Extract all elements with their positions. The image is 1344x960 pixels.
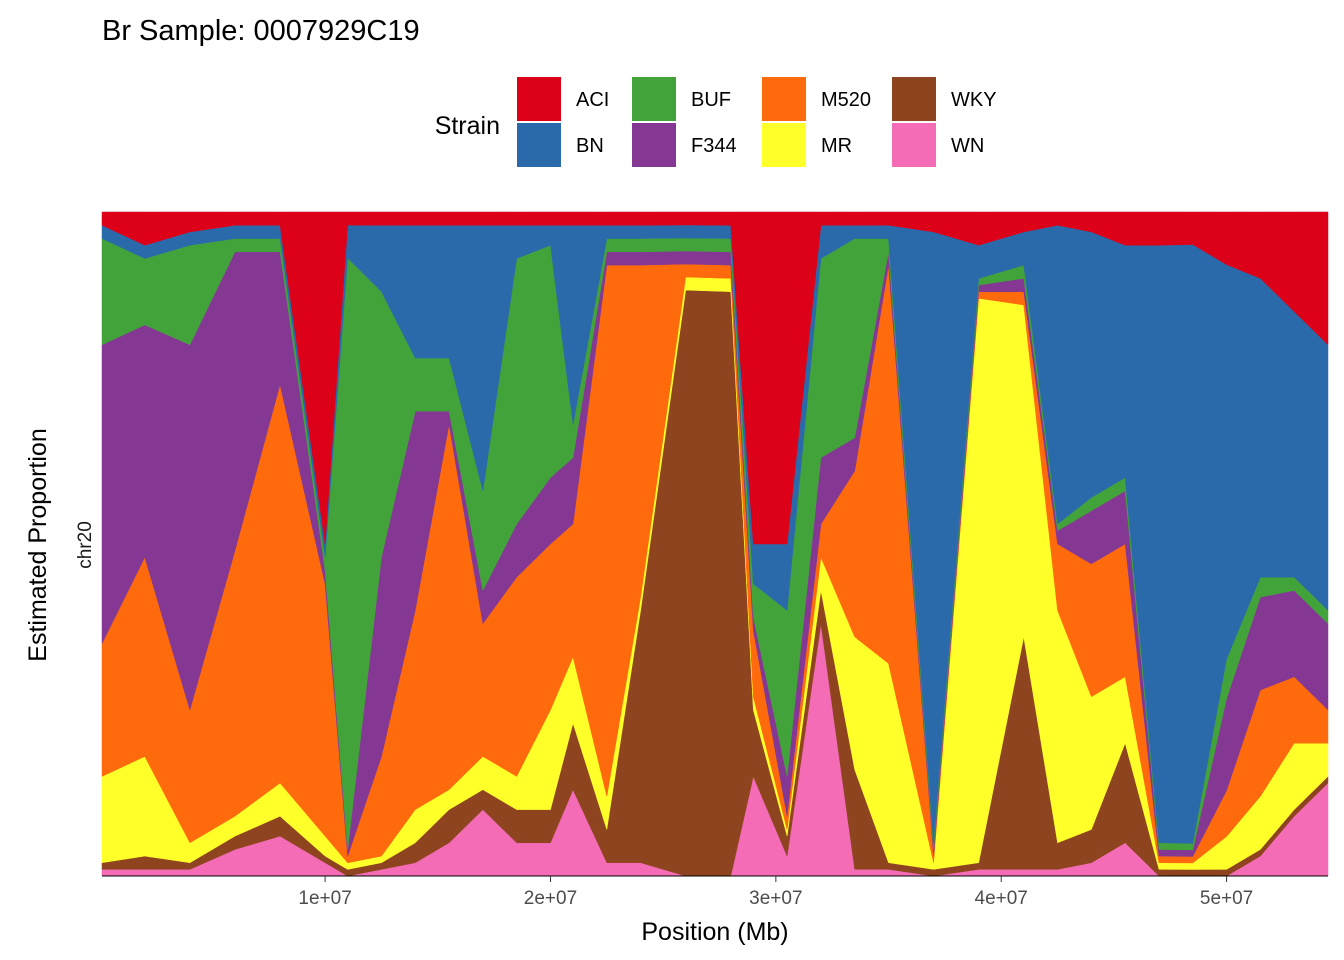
legend-label: ACI [576,89,609,111]
legend-label: F344 [691,135,737,157]
legend-item-f344: F344 [632,123,737,167]
legend-label: WN [951,135,984,157]
x-axis-title: Position (Mb) [641,918,788,946]
area-aci [101,211,1329,545]
legend-label: M520 [821,89,871,111]
legend-swatch [892,123,936,167]
legend-swatch [632,77,676,121]
legend-item-bn: BN [517,123,604,167]
chart-title: Br Sample: 0007929C19 [102,15,420,47]
legend-swatch [892,77,936,121]
plot-area: 1e+07 2e+07 3e+07 4e+07 5e+07 [101,211,1329,909]
legend-swatch [632,123,676,167]
legend-item-wn: WN [892,123,984,167]
x-tick-label: 3e+07 [749,888,802,909]
legend-swatch [762,77,806,121]
legend-label: MR [821,135,852,157]
legend-item-m520: M520 [762,77,871,121]
legend-label: WKY [951,89,997,111]
legend-item-buf: BUF [632,77,731,121]
y-axis-title: Estimated Proportion [24,428,52,661]
legend: Strain ACI BN BUF F344 M520 MR WKY WN [435,77,997,167]
x-tick-label: 5e+07 [1200,888,1253,909]
facet-strip-label: chr20 [75,521,96,569]
legend-item-aci: ACI [517,77,609,121]
x-tick-label: 2e+07 [524,888,577,909]
legend-swatch [517,123,561,167]
legend-label: BUF [691,89,731,111]
legend-swatch [762,123,806,167]
legend-label: BN [576,135,604,157]
legend-item-wky: WKY [892,77,997,121]
legend-title: Strain [435,112,500,140]
x-tick-label: 1e+07 [298,888,351,909]
legend-swatch [517,77,561,121]
x-tick-label: 4e+07 [975,888,1028,909]
legend-item-mr: MR [762,123,852,167]
